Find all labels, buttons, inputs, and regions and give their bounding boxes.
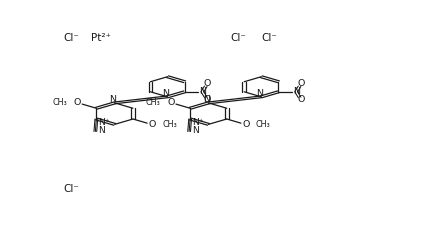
Text: O: O — [168, 98, 175, 107]
Text: O: O — [242, 120, 249, 129]
Text: N: N — [256, 89, 263, 98]
Text: O: O — [297, 79, 305, 88]
Text: N: N — [110, 95, 117, 104]
Text: N: N — [192, 126, 198, 135]
Text: CH₃: CH₃ — [256, 120, 271, 129]
Text: O: O — [204, 79, 211, 88]
Text: CH₃: CH₃ — [52, 98, 67, 107]
Text: N: N — [203, 95, 210, 104]
Text: Cl⁻: Cl⁻ — [231, 33, 246, 43]
Text: CH₃: CH₃ — [162, 120, 177, 129]
Text: N⁺: N⁺ — [192, 118, 203, 127]
Text: Pt²⁺: Pt²⁺ — [91, 33, 111, 43]
Text: Cl⁻: Cl⁻ — [63, 33, 79, 43]
Text: O: O — [297, 95, 305, 104]
Text: Cl⁻: Cl⁻ — [261, 33, 277, 43]
Text: N: N — [162, 89, 169, 98]
Text: CH₃: CH₃ — [146, 98, 161, 107]
Text: N: N — [293, 87, 300, 96]
Text: N⁺: N⁺ — [98, 118, 110, 127]
Text: N: N — [199, 87, 206, 96]
Text: O: O — [148, 120, 156, 129]
Text: O: O — [74, 98, 81, 107]
Text: N: N — [98, 126, 105, 135]
Text: O: O — [204, 95, 211, 104]
Text: Cl⁻: Cl⁻ — [63, 184, 79, 194]
